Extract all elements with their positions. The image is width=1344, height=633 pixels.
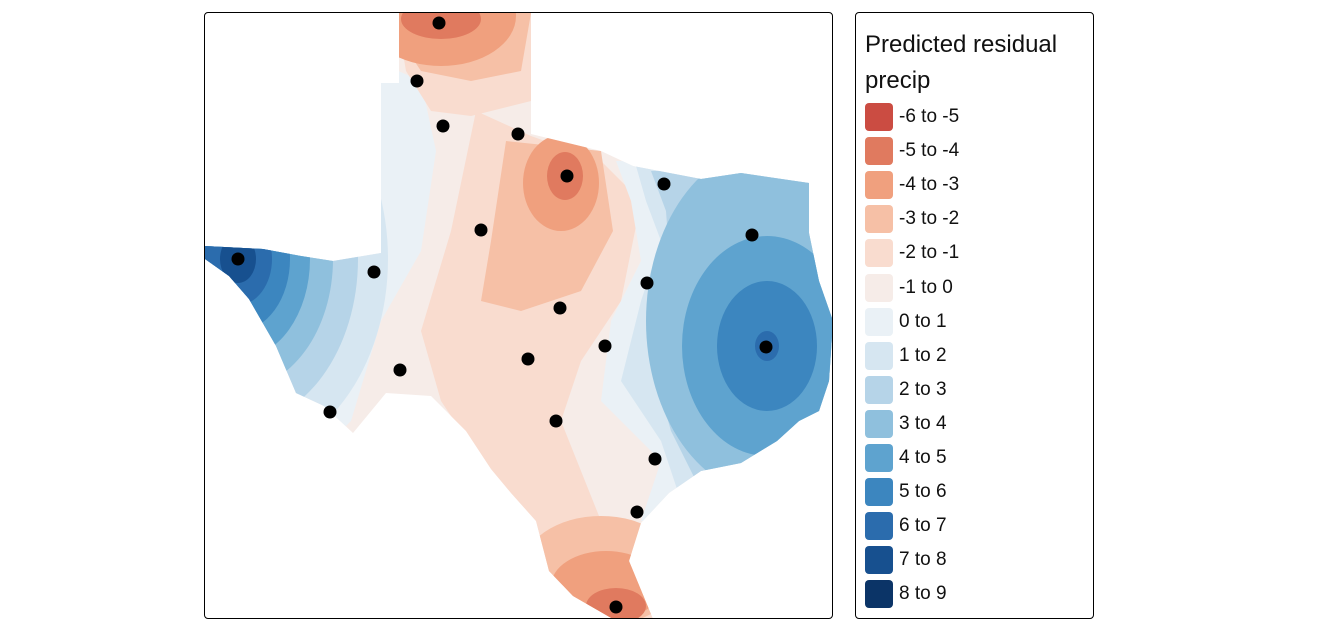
legend-item: -2 to -1	[865, 236, 959, 270]
station-point[interactable]	[598, 339, 612, 353]
legend-swatch	[865, 409, 893, 438]
legend-item: 0 to 1	[865, 305, 959, 339]
legend-item: -4 to -3	[865, 168, 959, 202]
legend-swatch	[865, 103, 893, 132]
legend-swatch	[865, 239, 893, 268]
legend-item: 1 to 2	[865, 339, 959, 373]
station-point[interactable]	[432, 16, 446, 30]
legend-label: -1 to 0	[899, 276, 953, 298]
legend-label: -6 to -5	[899, 106, 960, 128]
station-point[interactable]	[393, 363, 407, 377]
legend-item: 4 to 5	[865, 441, 959, 475]
texas-residual-map	[205, 13, 832, 618]
station-point[interactable]	[609, 600, 623, 614]
legend-swatch	[865, 273, 893, 302]
station-points	[231, 16, 773, 614]
station-point[interactable]	[553, 301, 567, 315]
map-panel	[204, 12, 833, 619]
legend-title: Predicted residual precip	[865, 31, 1058, 94]
station-point[interactable]	[759, 340, 773, 354]
residual-surface	[205, 13, 832, 618]
station-point[interactable]	[560, 169, 574, 183]
legend-label: 1 to 2	[899, 344, 947, 366]
legend-swatch	[865, 546, 893, 575]
legend-label: -2 to -1	[899, 242, 960, 264]
station-point[interactable]	[231, 252, 245, 266]
legend-swatch	[865, 341, 893, 370]
legend-swatch	[865, 375, 893, 404]
legend-label: 2 to 3	[899, 378, 947, 400]
legend-label: 3 to 4	[899, 412, 947, 434]
legend-item: -3 to -2	[865, 202, 959, 236]
legend-label: 4 to 5	[899, 446, 947, 468]
station-point[interactable]	[410, 74, 424, 88]
station-point[interactable]	[648, 452, 662, 466]
legend-swatch	[865, 512, 893, 541]
legend-label: -4 to -3	[899, 174, 960, 196]
station-point[interactable]	[474, 223, 488, 237]
station-point[interactable]	[630, 505, 644, 519]
legend-item: 8 to 9	[865, 577, 959, 611]
legend-label: 0 to 1	[899, 310, 947, 332]
station-point[interactable]	[640, 276, 654, 290]
legend-swatch	[865, 307, 893, 336]
station-point[interactable]	[436, 119, 450, 133]
station-point[interactable]	[511, 127, 525, 141]
station-point[interactable]	[521, 352, 535, 366]
legend-item: -6 to -5	[865, 100, 959, 134]
station-point[interactable]	[657, 177, 671, 191]
legend: Predicted residual precip -6 to -5 -5 to …	[855, 12, 1094, 619]
legend-label: 7 to 8	[899, 549, 947, 571]
legend-swatch	[865, 171, 893, 200]
legend-item: 2 to 3	[865, 373, 959, 407]
legend-label: 8 to 9	[899, 583, 947, 605]
legend-swatch	[865, 137, 893, 166]
legend-swatch	[865, 478, 893, 507]
legend-item: 7 to 8	[865, 543, 959, 577]
station-point[interactable]	[745, 228, 759, 242]
legend-label: 5 to 6	[899, 481, 947, 503]
station-point[interactable]	[549, 414, 563, 428]
legend-label: -3 to -2	[899, 208, 960, 230]
legend-label: 6 to 7	[899, 515, 947, 537]
station-point[interactable]	[367, 265, 381, 279]
legend-item: 5 to 6	[865, 475, 959, 509]
legend-swatch	[865, 205, 893, 234]
legend-item: -1 to 0	[865, 270, 959, 304]
station-point[interactable]	[323, 405, 337, 419]
legend-items: -6 to -5 -5 to -4 -4 to -3 -3 to -2 -2 to -1…	[865, 100, 959, 611]
legend-swatch	[865, 443, 893, 472]
legend-item: 6 to 7	[865, 509, 959, 543]
legend-swatch	[865, 580, 893, 609]
legend-item: 3 to 4	[865, 407, 959, 441]
legend-item: -5 to -4	[865, 134, 959, 168]
legend-label: -5 to -4	[899, 140, 960, 162]
